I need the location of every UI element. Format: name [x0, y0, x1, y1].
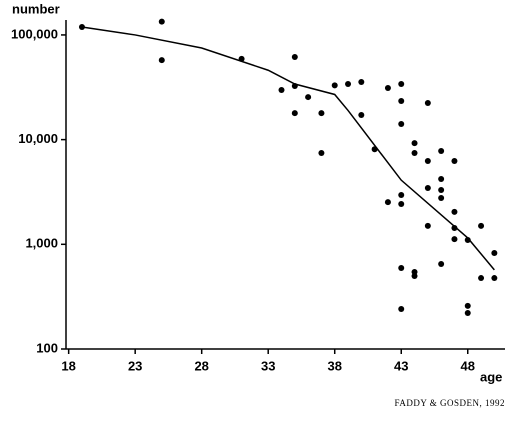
data-point: [318, 150, 325, 157]
y-axis-label: number: [12, 1, 60, 16]
data-point: [411, 273, 418, 280]
data-point: [438, 260, 445, 267]
data-point: [438, 148, 445, 155]
y-tick-label: 10,000: [18, 131, 58, 146]
x-tick-label: 48: [461, 358, 475, 373]
x-tick-label: 33: [261, 358, 275, 373]
data-point: [438, 175, 445, 182]
data-point: [345, 80, 352, 87]
data-point: [398, 97, 405, 104]
data-point: [424, 99, 431, 106]
data-point: [478, 275, 485, 282]
data-point: [451, 157, 458, 164]
x-tick-label: 28: [194, 358, 208, 373]
data-point: [438, 194, 445, 201]
y-tick-label: 1,000: [25, 236, 58, 251]
data-point: [491, 250, 498, 257]
data-point: [464, 309, 471, 316]
data-point: [358, 111, 365, 118]
data-point: [438, 187, 445, 194]
data-point: [398, 306, 405, 313]
data-point: [424, 222, 431, 229]
data-point: [478, 222, 485, 229]
data-point: [464, 302, 471, 309]
data-point: [491, 275, 498, 282]
data-point: [384, 199, 391, 206]
data-point: [398, 264, 405, 271]
data-point: [158, 18, 165, 25]
data-point: [451, 236, 458, 243]
data-point: [358, 79, 365, 86]
data-point: [278, 86, 285, 93]
data-point: [291, 110, 298, 117]
data-point: [318, 110, 325, 117]
y-tick-label: 100: [36, 340, 58, 355]
fit-line: [81, 26, 495, 271]
data-point: [464, 236, 471, 243]
source-note: FADDY & GOSDEN, 1992: [394, 398, 505, 408]
data-point: [398, 191, 405, 198]
data-point: [158, 57, 165, 64]
x-tick-label: 18: [61, 358, 75, 373]
data-point: [384, 85, 391, 92]
data-point: [305, 94, 312, 101]
x-tick-label: 38: [327, 358, 341, 373]
data-point: [424, 185, 431, 192]
data-point: [411, 140, 418, 147]
y-tick-label: 100,000: [11, 26, 58, 41]
data-point: [291, 53, 298, 60]
data-point: [451, 208, 458, 215]
data-point: [331, 82, 338, 89]
data-point: [424, 157, 431, 164]
data-point: [411, 150, 418, 157]
data-point: [398, 200, 405, 207]
data-point: [398, 80, 405, 87]
x-axis-label: age: [480, 369, 502, 384]
data-point: [451, 225, 458, 232]
x-tick-label: 43: [394, 358, 408, 373]
data-point: [398, 121, 405, 128]
x-tick-label: 23: [128, 358, 142, 373]
